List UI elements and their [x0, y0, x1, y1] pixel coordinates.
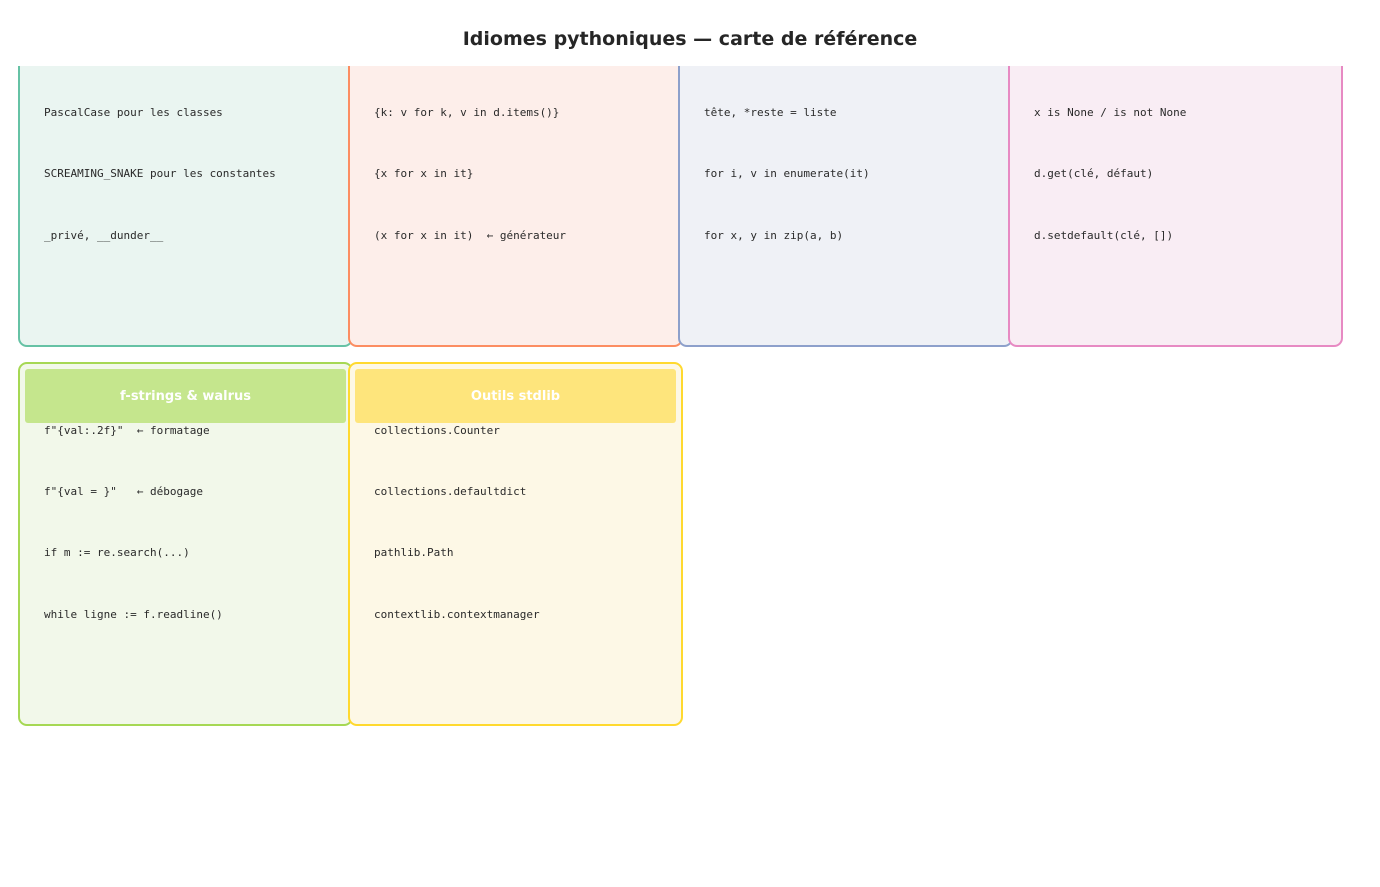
card-line: collections.Counter [374, 424, 500, 437]
card-line: tête, *reste = liste [704, 106, 837, 120]
card-header: f-strings & walrus [25, 369, 346, 423]
card-line: SCREAMING_SNAKE pour les constantes [44, 167, 276, 181]
card-line: d.get(clé, défaut) [1034, 167, 1154, 181]
card-line: pathlib.Path [374, 546, 454, 560]
card-stdlib: Outils stdlib collections.Counter collecti… [348, 362, 683, 726]
card-line: {x for x in it} [374, 167, 474, 181]
card-line: f"{val = }" ← débogage [44, 485, 203, 499]
card-fstrings: f-strings & walrus f"{val:.2f}" ← formata… [18, 362, 353, 726]
card-line: x is None / is not None [1034, 106, 1187, 120]
page-title: Idiomes pythoniques — carte de référence [462, 28, 918, 50]
card-line: if m := re.search(...) [44, 546, 190, 560]
title-band [0, 0, 1380, 66]
card-header: Outils stdlib [355, 369, 676, 423]
card-line: collections.defaultdict [374, 485, 527, 499]
card-line: {k: v for k, v in d.items()} [374, 106, 560, 120]
card-line: (x for x in it) ← générateur [374, 228, 567, 242]
card-line: contextlib.contextmanager [374, 607, 540, 621]
card-line: PascalCase pour les classes [44, 106, 223, 120]
card-line: _privé, __dunder__ [44, 228, 164, 242]
card-line: for x, y in zip(a, b) [704, 228, 844, 242]
card-line: f"{val:.2f}" ← formatage [44, 424, 210, 437]
card-line: while ligne := f.readline() [44, 607, 223, 621]
card-line: for i, v in enumerate(it) [704, 167, 870, 181]
card-line: d.setdefault(clé, []) [1034, 228, 1174, 242]
